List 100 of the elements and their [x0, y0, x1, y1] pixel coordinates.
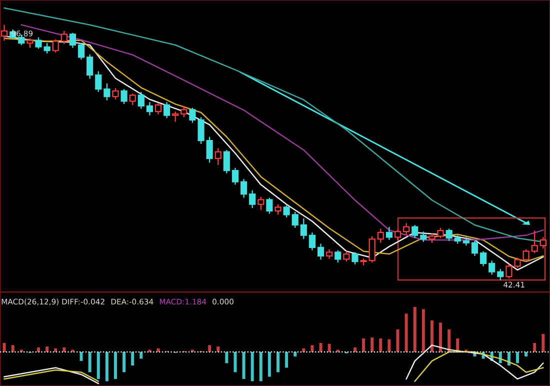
bar	[96, 352, 100, 379]
bar	[2, 342, 6, 352]
bar	[259, 352, 262, 382]
bar	[328, 344, 331, 352]
bar	[114, 352, 117, 379]
candlestick	[198, 116, 204, 144]
candlestick	[104, 82, 110, 101]
bar	[105, 352, 108, 382]
bar	[225, 352, 228, 364]
bar	[404, 314, 408, 352]
candlestick	[232, 167, 239, 186]
bar	[54, 348, 58, 352]
bar	[516, 352, 519, 364]
candlestick	[129, 93, 136, 106]
candlestick	[120, 88, 128, 105]
candlestick	[138, 91, 144, 110]
bar	[234, 352, 237, 372]
bar	[542, 334, 545, 352]
bar	[46, 346, 49, 352]
candlestick	[480, 250, 487, 267]
candlestick	[308, 232, 316, 251]
candlestick	[531, 230, 538, 254]
candlestick	[146, 102, 153, 116]
bar	[302, 348, 306, 352]
candlestick	[292, 211, 298, 228]
bar	[62, 347, 66, 352]
candlestick	[180, 105, 188, 118]
candlestick	[377, 228, 384, 244]
candlestick	[258, 196, 264, 211]
bar	[396, 329, 400, 352]
candlestick	[522, 248, 530, 262]
bar	[370, 338, 374, 352]
candlestick	[394, 229, 402, 241]
candlestick	[497, 268, 504, 281]
candlestick	[78, 42, 85, 60]
candlestick	[52, 38, 59, 54]
bar	[533, 342, 536, 352]
bar	[285, 352, 288, 368]
bar	[88, 352, 92, 372]
candlestick	[69, 32, 76, 48]
bar	[250, 352, 254, 382]
bar	[524, 352, 528, 356]
bar	[268, 352, 271, 377]
bar	[448, 329, 451, 352]
candlestick	[368, 236, 376, 264]
bar	[122, 352, 126, 372]
candlestick	[274, 204, 282, 216]
bar	[216, 346, 220, 352]
candlestick	[206, 136, 213, 164]
candlestick	[386, 226, 392, 241]
candlestick	[412, 224, 418, 239]
bar	[310, 345, 314, 352]
bar	[422, 309, 425, 352]
candlestick	[154, 102, 162, 115]
bar	[131, 352, 134, 366]
candlestick	[334, 250, 342, 264]
bar	[294, 352, 297, 356]
candlestick	[44, 42, 50, 54]
candlestick	[420, 230, 427, 242]
candlestick	[164, 102, 170, 119]
candlestick	[352, 252, 358, 265]
candlestick	[540, 236, 546, 249]
candlestick	[300, 218, 307, 240]
candlestick	[283, 204, 290, 218]
bar	[242, 352, 246, 379]
candlestick	[0, 24, 8, 42]
bar	[276, 352, 280, 372]
candlestick	[506, 264, 512, 279]
bar	[353, 347, 356, 352]
candlestick	[326, 248, 333, 260]
bar	[362, 338, 366, 352]
candlestick	[240, 178, 248, 198]
bar	[413, 306, 416, 352]
candlestick	[214, 148, 222, 166]
candlestick	[26, 38, 34, 48]
bar	[80, 352, 83, 361]
candlestick	[172, 111, 179, 122]
candlestick	[189, 107, 196, 124]
bar	[379, 338, 382, 352]
candlestick	[223, 149, 230, 174]
candlestick	[471, 240, 478, 256]
bar	[156, 348, 160, 352]
candlestick	[35, 36, 42, 50]
bar	[430, 320, 434, 352]
candlestick	[249, 190, 256, 209]
candlestick	[343, 250, 350, 262]
candlestick	[60, 30, 68, 45]
bar	[36, 347, 40, 352]
candlestick	[266, 197, 273, 214]
candlestick	[86, 54, 94, 80]
bar	[140, 352, 143, 359]
candlestick	[514, 257, 521, 269]
bar	[388, 339, 391, 352]
candlestick	[446, 228, 452, 242]
candlestick	[317, 243, 324, 260]
candlestick	[95, 70, 102, 92]
candlestick	[112, 88, 119, 100]
bar	[208, 345, 212, 352]
bar	[319, 342, 322, 352]
candlestick	[403, 222, 410, 236]
